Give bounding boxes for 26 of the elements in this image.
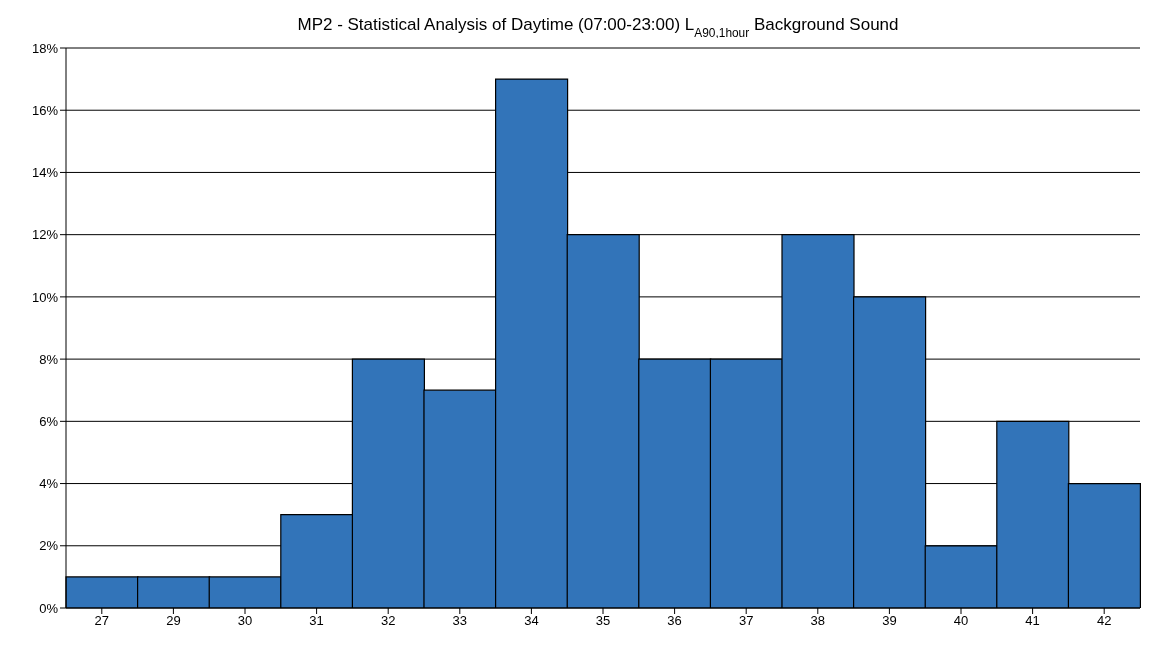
x-tick-label: 33 [452, 613, 468, 629]
x-tick-label: 27 [94, 613, 110, 629]
y-tick-label: 12% [31, 227, 59, 243]
x-tick-label: 41 [1025, 613, 1040, 629]
chart-title: MP2 - Statistical Analysis of Daytime (07:00-23:00) L$_{A90,1hour}$ Background Sound [297, 15, 899, 40]
x-tick-label: 37 [738, 613, 754, 629]
y-tick-label: 0% [39, 600, 59, 616]
y-tick-label: 16% [31, 102, 59, 118]
y-tick-label: 6% [39, 413, 59, 429]
x-tick-label: 38 [810, 613, 826, 629]
x-tick-label: 32 [380, 613, 396, 629]
x-tick-label: 34 [524, 613, 539, 629]
y-tick-label: 10% [31, 289, 59, 305]
x-tick-label: 42 [1096, 613, 1112, 629]
x-tick-label: 31 [309, 613, 324, 629]
y-tick-label: 18% [31, 40, 59, 56]
y-tick-label: 4% [39, 476, 59, 492]
x-tick-label: 36 [667, 613, 682, 629]
y-tick-label: 14% [31, 165, 59, 181]
x-tick-label: 29 [166, 613, 181, 629]
x-tick-label: 35 [595, 613, 611, 629]
y-tick-label: 2% [39, 538, 59, 554]
x-tick-label: 30 [237, 613, 253, 629]
x-tick-label: 40 [953, 613, 969, 629]
x-tick-label: 39 [882, 613, 897, 629]
y-tick-label: 8% [39, 351, 59, 367]
